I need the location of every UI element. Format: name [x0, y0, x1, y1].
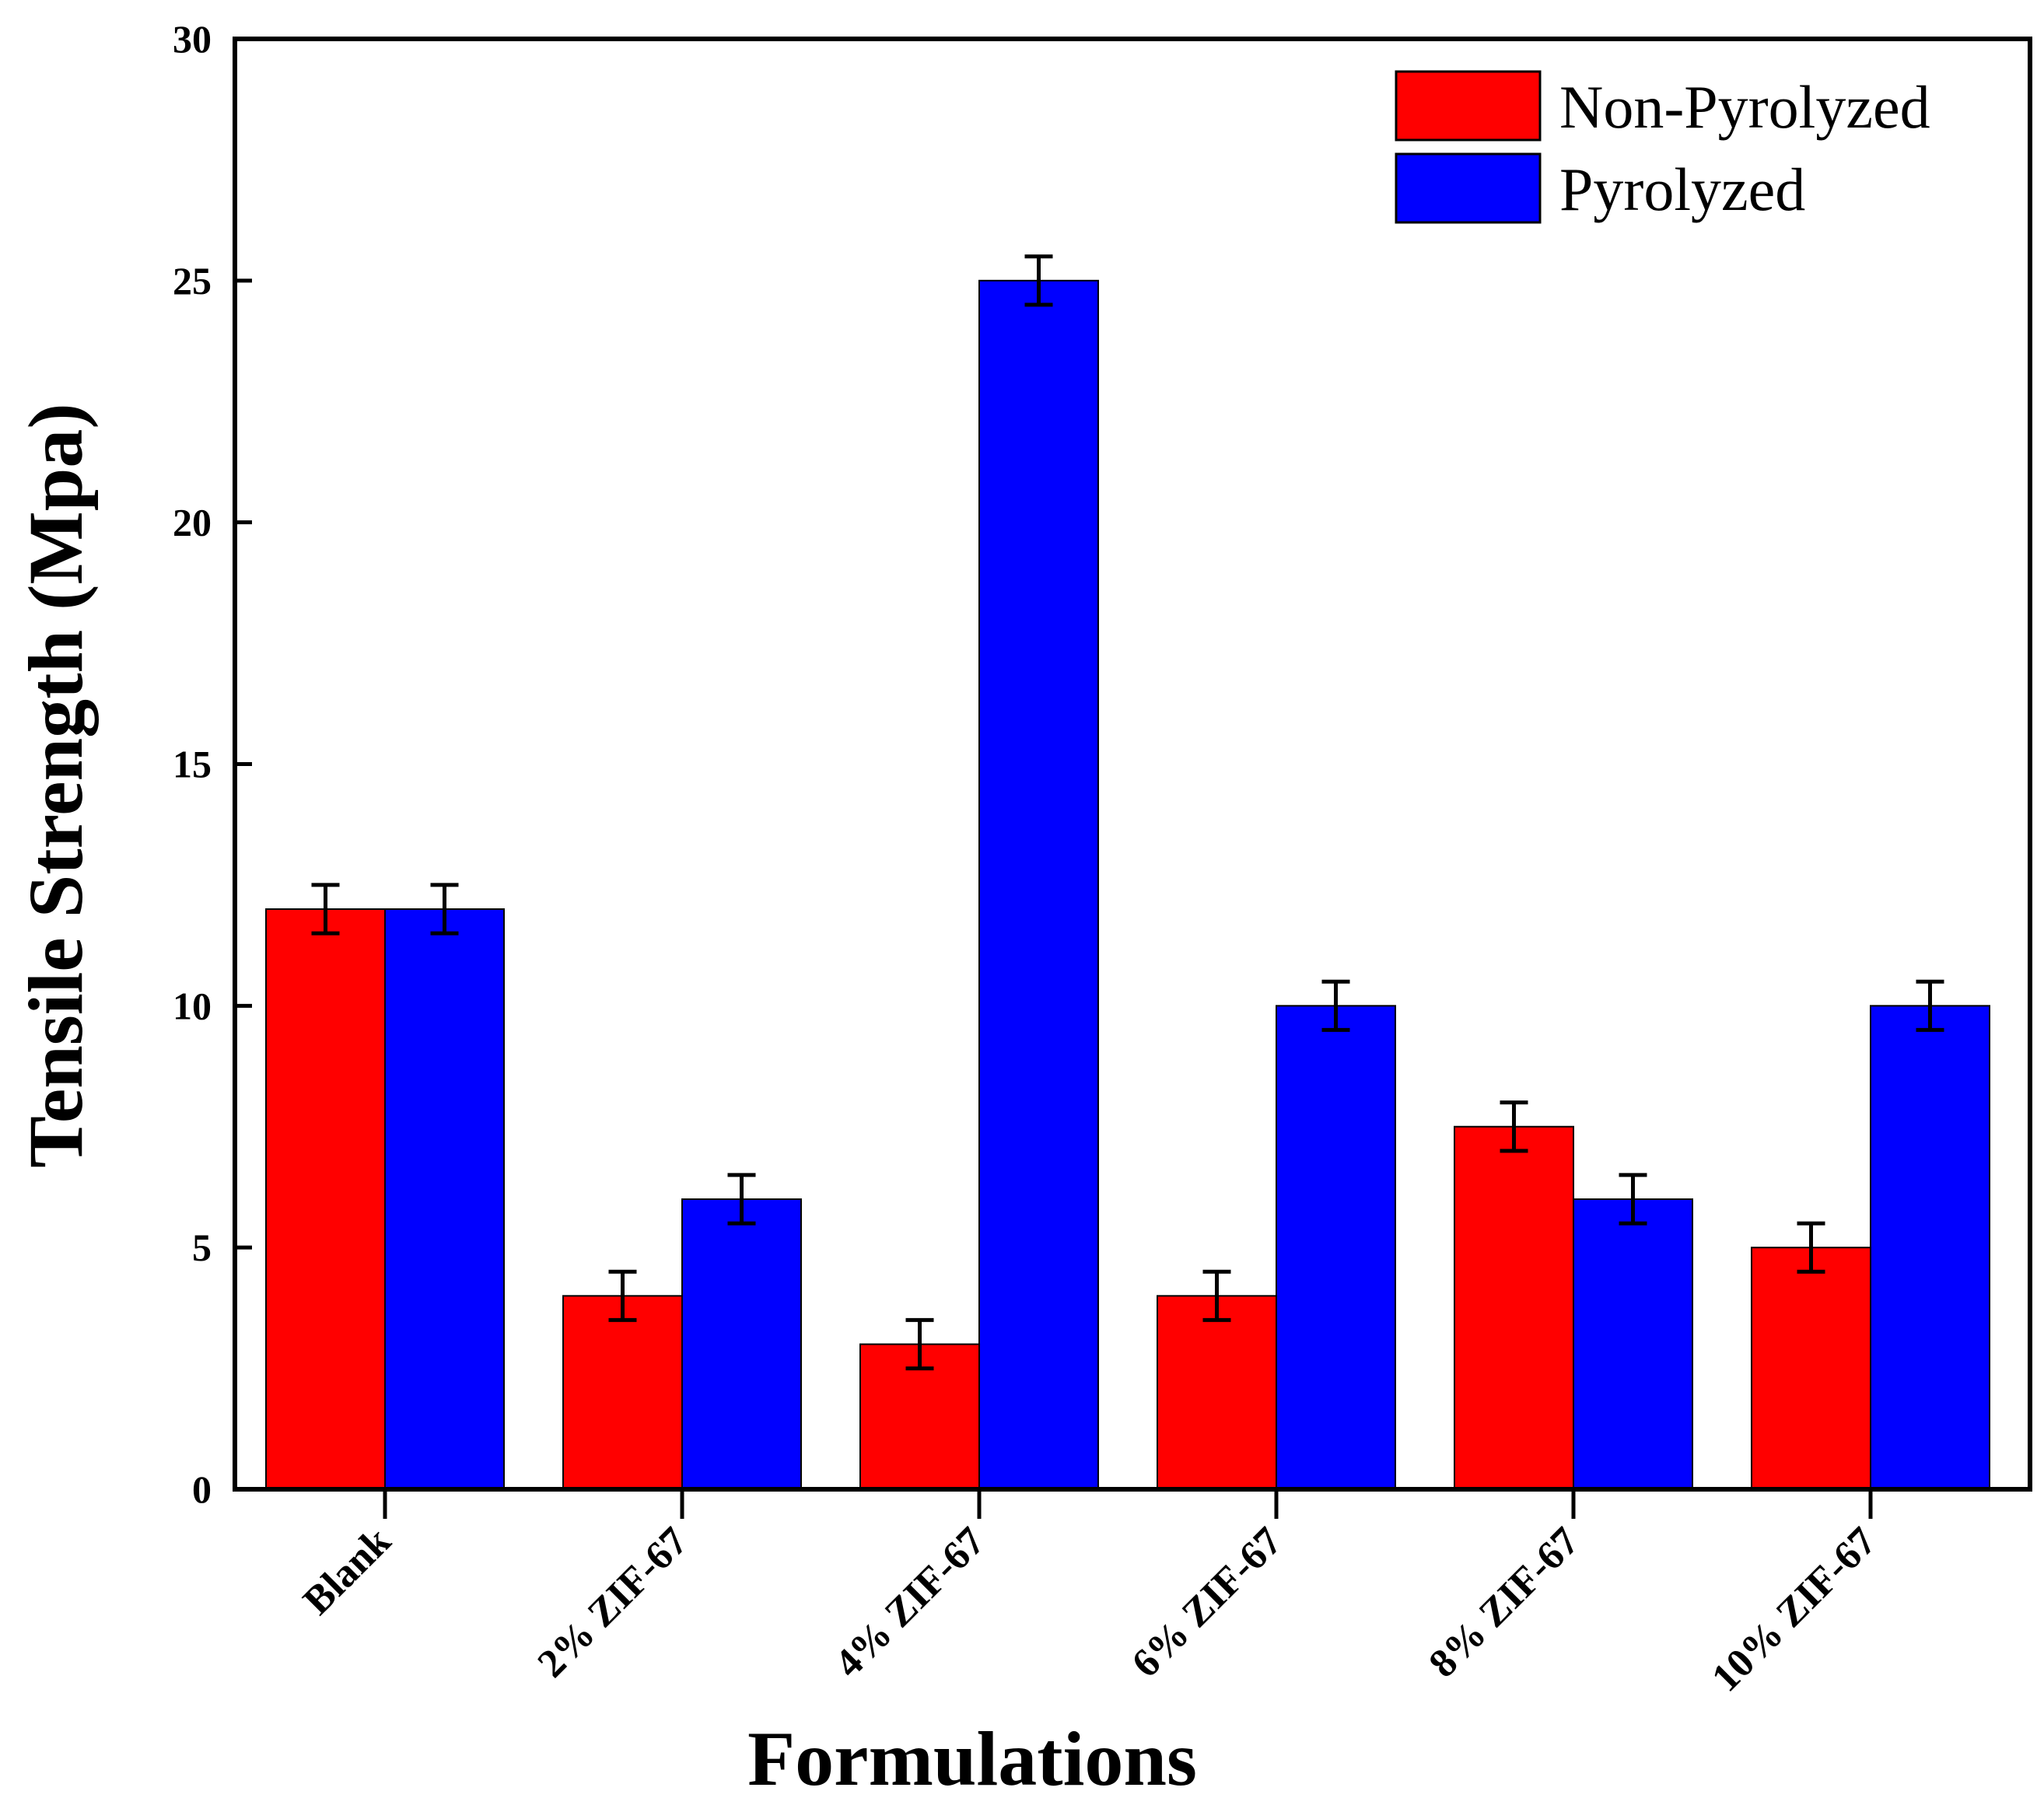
- x-tick-label-4pct-zif-67: 4% ZIF-67: [827, 1519, 994, 1686]
- error-bar-pyrolyzed-blank: [430, 883, 459, 936]
- bar-pyrolyzed-8pct-zif-67: [1573, 1198, 1693, 1490]
- y-axis-title: Tensile Strength (Mpa): [12, 403, 99, 1167]
- legend: Non-Pyrolyzed Pyrolyzed: [1395, 70, 1930, 224]
- x-axis-title: Formulations: [747, 1716, 1197, 1802]
- error-bar-non-pyrolyzed-4pct-zif-67: [905, 1317, 934, 1371]
- y-tick-label: 5: [192, 1226, 212, 1269]
- bar-non-pyrolyzed-2pct-zif-67: [562, 1295, 683, 1491]
- bars-layer: [265, 279, 1990, 1491]
- x-tick-label-10pct-zif-67: 10% ZIF-67: [1703, 1519, 1885, 1700]
- bar-non-pyrolyzed-8pct-zif-67: [1454, 1125, 1574, 1490]
- error-bar-non-pyrolyzed-10pct-zif-67: [1797, 1221, 1825, 1274]
- legend-label-pyrolyzed: Pyrolyzed: [1559, 156, 1805, 223]
- error-bar-pyrolyzed-6pct-zif-67: [1321, 979, 1350, 1032]
- bar-pyrolyzed-4pct-zif-67: [978, 279, 1099, 1490]
- y-tick-label: 0: [192, 1467, 212, 1511]
- y-tick-label: 30: [173, 17, 212, 61]
- error-bar-non-pyrolyzed-8pct-zif-67: [1500, 1100, 1528, 1153]
- bar-pyrolyzed-6pct-zif-67: [1276, 1005, 1396, 1491]
- error-bar-pyrolyzed-4pct-zif-67: [1024, 254, 1053, 307]
- y-tick-label: 15: [173, 743, 212, 786]
- y-tick-label: 25: [173, 259, 212, 303]
- error-bar-non-pyrolyzed-blank: [311, 883, 340, 936]
- x-tick-label-8pct-zif-67: 8% ZIF-67: [1421, 1519, 1588, 1686]
- y-axis-ticks: 0 5 10 15 20 25 30: [173, 17, 252, 1511]
- error-bar-pyrolyzed-2pct-zif-67: [727, 1173, 756, 1226]
- bar-pyrolyzed-blank: [384, 908, 505, 1490]
- legend-swatch-pyrolyzed: [1395, 152, 1542, 224]
- x-tick-label-6pct-zif-67: 6% ZIF-67: [1124, 1519, 1291, 1686]
- error-bars-layer: [311, 254, 1944, 1371]
- x-axis-ticks: Blank 2% ZIF-67 4% ZIF-67 6% ZIF-67 8% ZIF-6…: [295, 1489, 1885, 1701]
- bar-pyrolyzed-2pct-zif-67: [681, 1198, 802, 1490]
- y-tick-label: 20: [173, 501, 212, 544]
- legend-label-non-pyrolyzed: Non-Pyrolyzed: [1559, 73, 1930, 141]
- error-bar-pyrolyzed-8pct-zif-67: [1619, 1173, 1647, 1226]
- bar-pyrolyzed-10pct-zif-67: [1870, 1005, 1990, 1491]
- legend-swatch-non-pyrolyzed: [1395, 70, 1542, 142]
- bar-non-pyrolyzed-6pct-zif-67: [1157, 1295, 1277, 1491]
- bar-non-pyrolyzed-blank: [265, 908, 386, 1490]
- error-bar-non-pyrolyzed-2pct-zif-67: [608, 1269, 637, 1322]
- error-bar-non-pyrolyzed-6pct-zif-67: [1202, 1269, 1231, 1322]
- x-tick-label-2pct-zif-67: 2% ZIF-67: [530, 1519, 697, 1686]
- error-bar-pyrolyzed-10pct-zif-67: [1916, 979, 1944, 1032]
- y-tick-label: 10: [173, 984, 212, 1027]
- x-tick-label-blank: Blank: [295, 1519, 399, 1623]
- bar-non-pyrolyzed-10pct-zif-67: [1751, 1247, 1871, 1490]
